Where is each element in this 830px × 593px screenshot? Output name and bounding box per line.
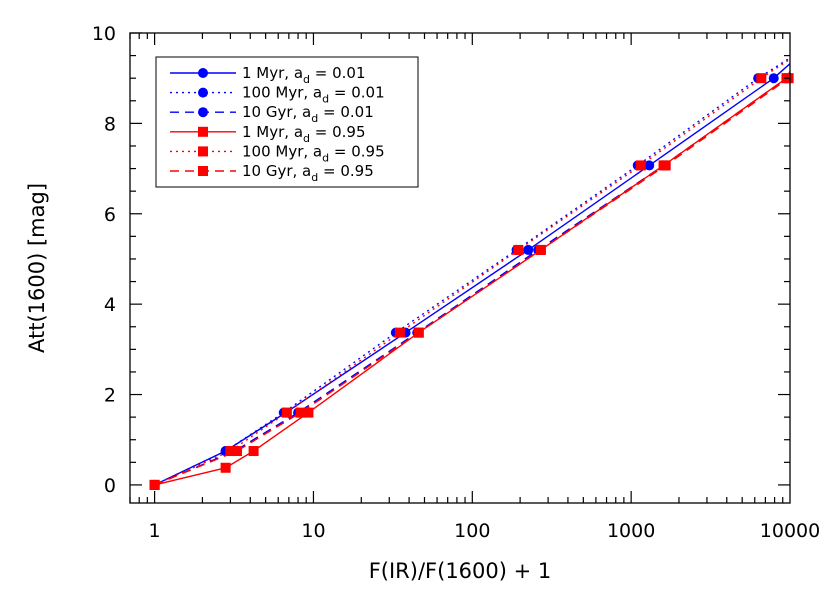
series-4-point-1	[225, 446, 236, 457]
legend-marker-0	[198, 68, 208, 78]
y-tick-label: 2	[104, 385, 116, 407]
series-5-point-3	[413, 327, 424, 338]
series-3-point-1	[220, 462, 231, 473]
legend-box	[155, 56, 419, 188]
legend-marker-3	[198, 126, 208, 137]
series-4-point-2	[281, 407, 292, 418]
series-0-point-6	[768, 73, 779, 84]
y-tick-label: 8	[104, 113, 116, 135]
series-5-point-1	[231, 446, 242, 457]
x-tick-label: 10000	[760, 520, 820, 542]
legend-label-2: 10 Gyr, ad = 0.01	[242, 103, 374, 125]
y-tick-label: 6	[104, 204, 116, 226]
series-5-point-4	[535, 244, 546, 255]
series-4-point-5	[635, 160, 646, 171]
legend-label-0: 1 Myr, ad = 0.01	[242, 64, 366, 86]
legend-marker-5	[198, 166, 208, 176]
ticks-layer: 1 10 100 1000 10000 0 2 4 6 8 10	[92, 23, 820, 542]
legend-label-1: 100 Myr, ad = 0.01	[242, 84, 385, 106]
x-tick-label: 100	[454, 520, 490, 542]
x-tick-label: 1	[149, 520, 161, 542]
series-4-point-4	[513, 244, 524, 255]
legend-label-4: 100 Myr, ad = 0.95	[242, 142, 385, 164]
series-5-point-0	[149, 479, 160, 490]
series-3-point-3	[303, 407, 314, 418]
legend-label-3: 1 Myr, ad = 0.95	[242, 123, 366, 145]
legend-label-5: 10 Gyr, ad = 0.95	[242, 162, 374, 184]
y-tick-label: 4	[104, 294, 116, 316]
y-tick-label: 0	[104, 475, 116, 497]
series-5-line	[154, 76, 791, 486]
plot-frame	[129, 32, 791, 504]
y-axis-label: Att(1600) [mag]	[25, 183, 49, 353]
series-0-point-5	[644, 160, 655, 171]
x-axis-label: F(IR)/F(1600) + 1	[369, 559, 552, 583]
x-tick-label: 10	[301, 520, 325, 542]
legend-marker-1	[198, 87, 208, 98]
series-0-point-4	[523, 244, 534, 255]
series-5-point-2	[295, 407, 306, 418]
series-5-point-5	[660, 160, 671, 171]
series-3-point-2	[248, 446, 259, 457]
y-tick-label: 10	[92, 23, 116, 45]
series-4-point-6	[756, 73, 767, 84]
x-tick-label: 1000	[607, 520, 655, 542]
series-4-point-3	[394, 327, 405, 338]
legend-marker-2	[198, 107, 208, 118]
series-1-line	[154, 57, 791, 486]
legend-marker-4	[198, 146, 208, 157]
